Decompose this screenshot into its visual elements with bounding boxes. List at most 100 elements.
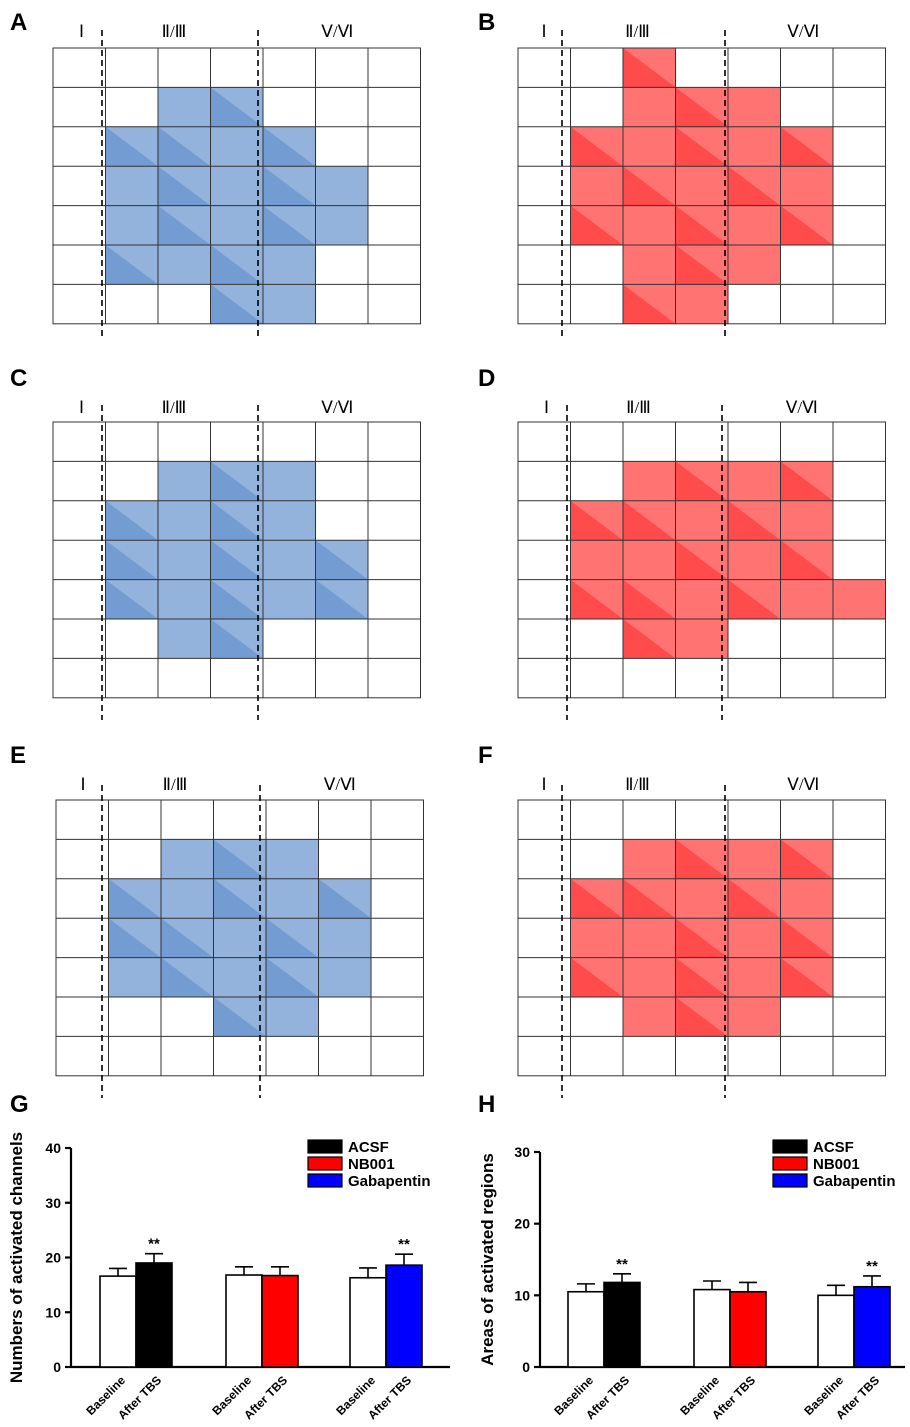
activated-cell <box>623 284 676 324</box>
activation-overlap <box>623 579 676 619</box>
activation-overlap <box>780 126 833 167</box>
activated-cell <box>728 918 781 958</box>
activated-cell <box>675 461 728 501</box>
activation-overlap <box>780 839 833 879</box>
activated-cell <box>210 540 263 580</box>
activation-overlap <box>161 918 214 958</box>
activated-cell <box>780 579 833 619</box>
map-grid-border <box>55 799 424 1077</box>
activation-map-panel-b: B Ⅰ Ⅱ/Ⅲ Ⅴ/Ⅵ <box>478 9 886 340</box>
activation-map-panel-f: F Ⅰ Ⅱ/Ⅲ Ⅴ/Ⅵ <box>478 742 886 1098</box>
activated-cell <box>263 166 316 206</box>
activated-cell <box>315 205 368 245</box>
activation-overlap <box>210 461 263 501</box>
panel-letter: H <box>478 1091 495 1118</box>
activated-cell <box>105 126 158 167</box>
activated-cell <box>210 461 263 501</box>
activated-cell <box>210 205 263 245</box>
activated-cell <box>158 245 211 285</box>
activation-overlap <box>266 957 319 997</box>
bar <box>853 1285 891 1368</box>
layer-label-ii-iii: Ⅱ/Ⅲ <box>162 22 187 41</box>
bar <box>817 1294 855 1368</box>
activated-cell <box>158 461 211 501</box>
activation-overlap <box>623 878 676 919</box>
activation-map-panel-e: E Ⅰ Ⅱ/Ⅲ Ⅴ/Ⅵ <box>10 742 424 1098</box>
activated-cell <box>108 918 161 958</box>
bar <box>603 1281 641 1368</box>
activated-cell <box>263 284 316 324</box>
activated-cell <box>266 997 319 1037</box>
activation-overlap <box>315 540 368 580</box>
activated-cell <box>108 957 161 997</box>
activated-cell <box>266 957 319 997</box>
activation-overlap <box>108 918 161 958</box>
activated-cell <box>213 918 266 958</box>
activated-cell <box>728 957 781 997</box>
legend-label: Gabapentin <box>348 1173 431 1190</box>
activated-cell <box>263 500 316 541</box>
activated-cell <box>161 918 214 958</box>
layer-label-i: Ⅰ <box>541 22 546 41</box>
activated-cell <box>623 245 676 285</box>
activated-cell <box>623 166 676 206</box>
activated-cell <box>263 461 316 501</box>
layer-label-v-vi: Ⅴ/Ⅵ <box>321 22 353 41</box>
activation-overlap <box>158 166 211 206</box>
activation-overlap <box>623 284 676 324</box>
activated-cell <box>318 918 371 958</box>
activated-cell <box>266 918 319 958</box>
layer-label-v-vi: Ⅴ/Ⅵ <box>787 775 819 794</box>
layer-label-i: Ⅰ <box>544 398 549 417</box>
activation-overlap <box>728 579 781 619</box>
activated-cell <box>623 205 676 245</box>
activation-overlap <box>213 997 266 1037</box>
legend-swatch <box>307 1156 343 1171</box>
activated-cell <box>108 878 161 919</box>
activated-cell <box>570 918 623 958</box>
activated-cell <box>728 461 781 501</box>
panel-letter: E <box>10 742 26 769</box>
panel-letter: F <box>478 742 493 769</box>
activation-overlap <box>780 540 833 580</box>
legend-swatch <box>307 1139 343 1154</box>
activated-cell <box>675 997 728 1037</box>
activation-overlap <box>263 166 316 206</box>
activated-cell <box>161 878 214 919</box>
activated-cell <box>105 166 158 206</box>
activation-overlap <box>210 500 263 541</box>
activated-cell <box>263 126 316 167</box>
activated-cell <box>623 619 676 659</box>
activation-overlap <box>728 500 781 541</box>
activated-cell <box>158 87 211 127</box>
layer-label-i: Ⅰ <box>79 22 84 41</box>
activated-cell <box>728 166 781 206</box>
map-grid-border <box>52 47 421 325</box>
activated-cell <box>623 957 676 997</box>
activated-cell <box>780 540 833 580</box>
activation-overlap <box>675 205 728 245</box>
y-tick-label: 20 <box>514 1216 530 1232</box>
activated-cell <box>623 878 676 919</box>
legend-label: NB001 <box>813 1156 860 1173</box>
panel-letter: C <box>10 365 27 392</box>
panel-letter: B <box>478 9 495 36</box>
activation-overlap <box>210 579 263 619</box>
activated-cell <box>675 839 728 879</box>
activated-cell <box>210 245 263 285</box>
activation-overlap <box>318 878 371 919</box>
activation-overlap <box>161 957 214 997</box>
activated-cell <box>675 126 728 167</box>
activation-overlap <box>780 461 833 501</box>
layer-label-ii-iii: Ⅱ/Ⅲ <box>625 22 650 41</box>
activated-cell <box>105 205 158 245</box>
activated-cell <box>728 579 781 619</box>
activation-overlap <box>105 500 158 541</box>
legend-label: NB001 <box>348 1156 395 1173</box>
activation-overlap <box>675 540 728 580</box>
activation-map-panel-d: D Ⅰ Ⅱ/Ⅲ Ⅴ/Ⅵ <box>478 365 886 720</box>
panel-letter: G <box>10 1091 29 1118</box>
activated-cell <box>318 878 371 919</box>
